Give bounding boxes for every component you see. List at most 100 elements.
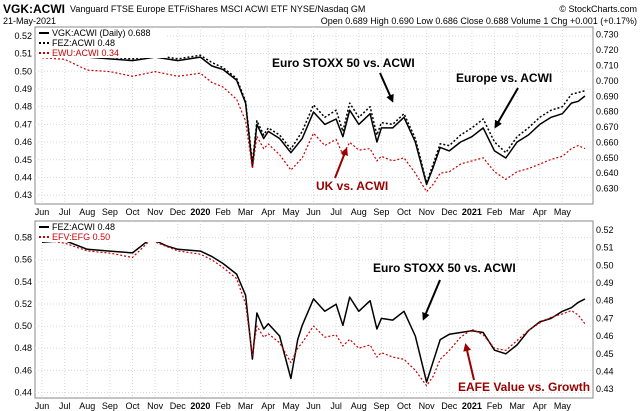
arrow-euro-stoxx-top — [379, 72, 394, 103]
x-tick-label: Jul — [59, 401, 71, 411]
legend-bg — [37, 38, 167, 48]
x-tick-label: Feb — [215, 401, 231, 411]
series-line-0 — [41, 237, 586, 383]
x-tick-label: Aug — [79, 401, 95, 411]
x-tick-label: Mar — [238, 207, 254, 217]
right-tick-label: 0.46 — [596, 331, 614, 341]
annotation-uk: UK vs. ACWI — [316, 179, 388, 193]
bottom-panel-series — [41, 237, 586, 387]
x-tick-label: Apr — [261, 207, 275, 217]
x-tick-label: May — [282, 207, 300, 217]
left-tick-label: 0.48 — [14, 102, 32, 112]
x-tick-label: Feb — [487, 207, 503, 217]
right-tick-label: 0.660 — [596, 137, 619, 147]
annotation-eafe: EAFE Value vs. Growth — [458, 380, 590, 394]
right-tick-label: 0.630 — [596, 184, 619, 194]
legend-bg — [37, 28, 167, 38]
bottom-panel: 0.580.560.540.520.500.480.460.44 0.520.5… — [14, 220, 614, 411]
x-tick-label: Feb — [215, 207, 231, 217]
right-tick-label: 0.640 — [596, 168, 619, 178]
x-tick-label: Nov — [419, 207, 436, 217]
right-tick-label: 0.52 — [596, 225, 614, 235]
right-tick-label: 0.710 — [596, 60, 619, 70]
series-line-2 — [41, 57, 586, 193]
left-tick-label: 0.50 — [14, 66, 32, 76]
left-tick-label: 0.48 — [14, 343, 32, 353]
x-tick-label: Dec — [441, 207, 458, 217]
left-tick-label: 0.46 — [14, 137, 32, 147]
bottom-panel-annotations: Euro STOXX 50 vs. ACWI EAFE Value vs. Gr… — [373, 261, 590, 394]
arrow-euro-stoxx-bottom — [422, 279, 441, 321]
right-tick-label: 0.50 — [596, 260, 614, 270]
left-tick-label: 0.50 — [14, 321, 32, 331]
top-panel: 0.52 0.51 0.50 0.49 0.48 0.47 0.46 0.45 0.44 0.43… — [14, 26, 619, 217]
top-panel-x-axis: Jun Jul Aug Sep Oct Nov Dec 2020 Feb Mar Apr May Jun… — [35, 207, 572, 217]
x-tick-label: Aug — [351, 401, 367, 411]
left-tick-label: 0.47 — [14, 119, 32, 129]
x-tick-label: Jul — [59, 207, 71, 217]
annotation-euro-stoxx-top: Euro STOXX 50 vs. ACWI — [272, 56, 415, 70]
x-tick-label: Dec — [170, 207, 187, 217]
top-panel-right-axis: 0.730 0.720 0.710 0.700 0.690 0.680 0.670 0.660… — [596, 30, 619, 194]
legend-label: EWU:ACWI 0.34 — [52, 48, 119, 58]
chart-brand: © StockCharts.com — [559, 4, 637, 14]
left-tick-label: 0.52 — [14, 299, 32, 309]
x-tick-label: Apr — [261, 401, 275, 411]
right-tick-label: 0.49 — [596, 278, 614, 288]
x-tick-label: Sep — [102, 401, 118, 411]
left-tick-label: 0.51 — [14, 49, 32, 59]
x-tick-label: Nov — [419, 401, 436, 411]
x-tick-label: Jul — [330, 401, 342, 411]
legend-label: FEZ:ACWI 0.48 — [52, 38, 115, 48]
right-tick-label: 0.45 — [596, 349, 614, 359]
annotation-europe: Europe vs. ACWI — [456, 71, 552, 85]
top-panel-left-axis: 0.52 0.51 0.50 0.49 0.48 0.47 0.46 0.45 0.44 0.43 — [14, 31, 32, 200]
x-tick-label: Sep — [373, 207, 389, 217]
arrow-europe — [494, 87, 519, 129]
x-tick-label: Mar — [509, 207, 525, 217]
right-tick-label: 0.43 — [596, 384, 614, 394]
legend-label: EFV:EFG 0.50 — [52, 232, 110, 242]
right-tick-label: 0.690 — [596, 91, 619, 101]
left-tick-label: 0.52 — [14, 31, 32, 41]
bottom-panel-x-axis: Jun Jul Aug Sep Oct Nov Dec 2020 Feb Mar Apr May Jun… — [35, 401, 572, 411]
right-tick-label: 0.720 — [596, 45, 619, 55]
right-tick-label: 0.47 — [596, 313, 614, 323]
x-tick-label: 2020 — [190, 401, 210, 411]
left-tick-label: 0.46 — [14, 365, 32, 375]
arrow-eafe — [463, 343, 475, 381]
series-line-1 — [41, 239, 586, 387]
x-tick-label: Dec — [441, 401, 458, 411]
top-panel-annotations: Euro STOXX 50 vs. ACWI Europe vs. ACWI U… — [272, 56, 552, 193]
x-tick-label: Aug — [351, 207, 367, 217]
right-tick-label: 0.51 — [596, 243, 614, 253]
right-tick-label: 0.44 — [596, 366, 614, 376]
right-tick-label: 0.700 — [596, 76, 619, 86]
right-tick-label: 0.680 — [596, 107, 619, 117]
x-tick-label: Dec — [170, 401, 187, 411]
chart-symbol: VGK:ACWI — [3, 2, 65, 16]
right-tick-label: 0.48 — [596, 296, 614, 306]
x-tick-label: Sep — [373, 401, 389, 411]
x-tick-label: May — [554, 207, 572, 217]
x-tick-label: Aug — [79, 207, 95, 217]
chart-ohlc: Open 0.689 High 0.690 Low 0.686 Close 0.… — [321, 16, 637, 26]
legend-bg — [37, 222, 167, 232]
x-tick-label: Jun — [35, 401, 50, 411]
x-tick-label: Oct — [397, 207, 412, 217]
chart-description: Vanguard FTSE Europe ETF/iShares MSCI AC… — [70, 4, 365, 14]
x-tick-label: Apr — [533, 207, 547, 217]
legend-label: VGK:ACWI (Daily) 0.688 — [52, 28, 151, 38]
x-tick-label: Jun — [306, 401, 321, 411]
right-tick-label: 0.730 — [596, 30, 619, 40]
annotation-euro-stoxx-bottom: Euro STOXX 50 vs. ACWI — [373, 261, 516, 275]
legend-label: FEZ:ACWI 0.48 — [52, 222, 115, 232]
left-tick-label: 0.44 — [14, 172, 32, 182]
left-tick-label: 0.44 — [14, 387, 32, 397]
x-tick-label: Apr — [533, 401, 547, 411]
x-tick-label: Nov — [147, 207, 164, 217]
series-line-0 — [41, 47, 586, 186]
x-tick-label: 2021 — [462, 401, 482, 411]
